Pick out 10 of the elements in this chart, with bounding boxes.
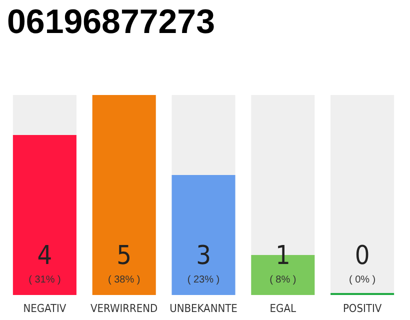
x-tick-label: POSITIV xyxy=(342,302,382,315)
data-label: 5 ( 38% ) xyxy=(108,241,140,286)
x-tick-label: NEGATIV xyxy=(23,302,66,315)
x-tick-label: VERWIRREND xyxy=(90,302,158,315)
data-label: 3 ( 23% ) xyxy=(187,241,220,286)
data-label: 4 ( 31% ) xyxy=(28,241,61,286)
x-tick-label: EGAL xyxy=(270,302,296,315)
x-tick-label: UNBEKANNTE xyxy=(170,302,238,315)
chart-title: 06196877273 xyxy=(7,3,216,41)
data-label: 0 ( 0% ) xyxy=(348,241,376,286)
